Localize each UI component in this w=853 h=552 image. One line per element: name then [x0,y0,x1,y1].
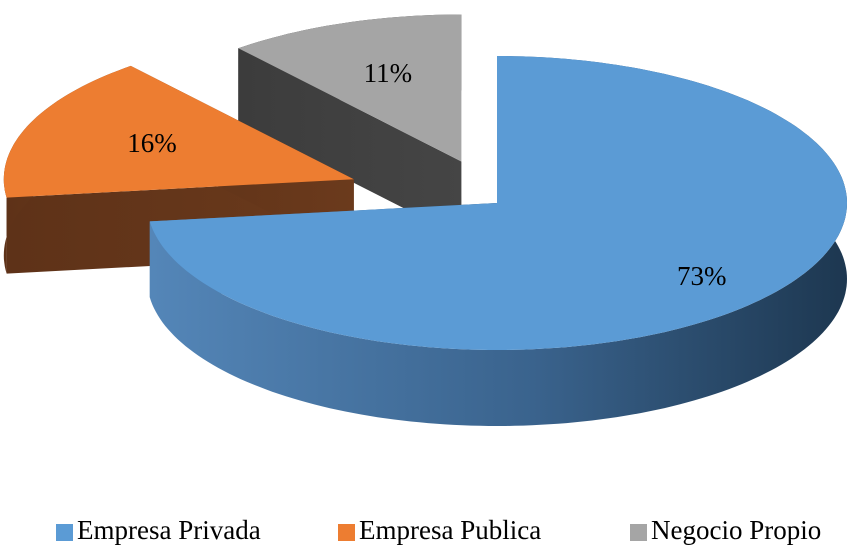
legend-swatch [338,524,355,541]
legend-label: Empresa Publica [359,515,541,545]
pie-slice [149,56,848,426]
legend-swatch [56,524,73,541]
legend-label: Negocio Propio [651,515,821,545]
pie-slice [238,14,462,238]
slice-top [3,65,354,198]
data-label: 73% [677,261,727,291]
legend-swatch [630,524,647,541]
data-label: 11% [364,58,413,88]
data-label: 16% [127,128,177,158]
slice-top [238,14,462,162]
slice-top [149,56,848,350]
legend-label: Empresa Privada [77,515,261,545]
